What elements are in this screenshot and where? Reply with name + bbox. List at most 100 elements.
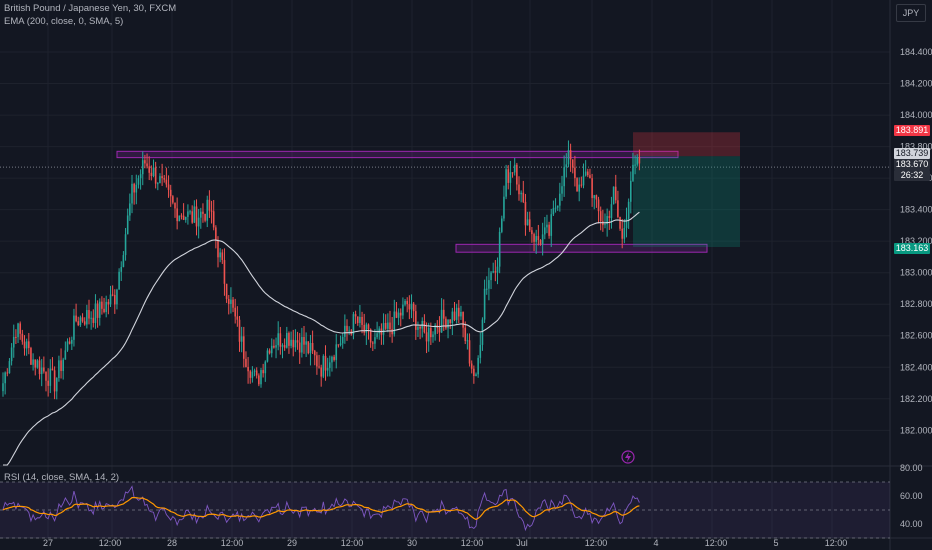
rsi-tick: 40.00 bbox=[900, 519, 923, 529]
candle bbox=[144, 154, 146, 169]
price-tick: 184.400 bbox=[900, 47, 932, 57]
candle bbox=[34, 359, 37, 376]
countdown-badge: 26:32 bbox=[894, 170, 930, 181]
candle bbox=[279, 326, 282, 355]
candle bbox=[129, 193, 131, 221]
support-zone[interactable] bbox=[455, 243, 708, 253]
candle bbox=[286, 326, 288, 349]
candle bbox=[621, 219, 623, 249]
candle bbox=[374, 329, 376, 350]
candle bbox=[593, 194, 596, 210]
time-axis[interactable]: 27 12:00 28 12:00 29 12:00 30 12:00 Jul 12:00 4 12:… bbox=[43, 538, 847, 548]
ema-line bbox=[3, 211, 640, 466]
candle bbox=[412, 301, 415, 322]
candle bbox=[187, 204, 189, 225]
lightning-icon[interactable] bbox=[621, 450, 635, 464]
candle bbox=[227, 294, 230, 315]
candle bbox=[195, 199, 198, 236]
candle bbox=[559, 182, 561, 212]
event-marker[interactable] bbox=[621, 450, 635, 464]
candle bbox=[341, 332, 344, 349]
position-tool[interactable] bbox=[633, 132, 740, 248]
candle bbox=[251, 366, 254, 383]
candle bbox=[266, 348, 269, 363]
candle bbox=[28, 333, 30, 355]
candle bbox=[449, 319, 451, 329]
candle bbox=[17, 322, 19, 343]
candle bbox=[240, 326, 243, 353]
time-tick: 27 bbox=[43, 538, 53, 548]
candle bbox=[296, 331, 299, 350]
candle bbox=[337, 344, 340, 348]
candle bbox=[255, 367, 258, 379]
candle bbox=[103, 297, 105, 314]
candle bbox=[541, 222, 544, 256]
candle bbox=[64, 341, 67, 360]
candle bbox=[316, 351, 318, 375]
candle bbox=[408, 295, 411, 320]
candle bbox=[277, 321, 279, 351]
zones-layer bbox=[0, 150, 890, 253]
candle bbox=[630, 171, 632, 214]
last-price-badge: 183.739 bbox=[894, 148, 930, 159]
candle bbox=[367, 323, 370, 340]
candle bbox=[627, 198, 630, 229]
candle bbox=[591, 173, 593, 207]
candle bbox=[574, 155, 576, 187]
candle bbox=[410, 294, 413, 319]
candle bbox=[94, 294, 97, 329]
candle bbox=[68, 337, 71, 345]
candle bbox=[434, 323, 436, 341]
candle bbox=[548, 221, 550, 239]
resistance-zone[interactable] bbox=[116, 150, 679, 159]
candle bbox=[193, 200, 196, 224]
candle bbox=[473, 365, 475, 384]
candle bbox=[380, 323, 383, 345]
price-tick: 182.600 bbox=[900, 331, 932, 341]
candle bbox=[75, 303, 77, 323]
candle bbox=[258, 373, 260, 387]
candle bbox=[234, 298, 236, 324]
currency-button[interactable]: JPY bbox=[896, 4, 926, 22]
candle bbox=[320, 364, 322, 387]
candle bbox=[165, 167, 168, 188]
candle bbox=[92, 309, 95, 328]
candle bbox=[169, 184, 172, 207]
candle bbox=[2, 372, 4, 397]
candle bbox=[23, 335, 26, 356]
candle bbox=[488, 267, 490, 301]
candle bbox=[292, 329, 295, 357]
candle bbox=[47, 368, 49, 397]
candle bbox=[51, 357, 54, 371]
candle bbox=[124, 227, 127, 261]
candle bbox=[479, 332, 482, 364]
candle bbox=[460, 305, 462, 320]
candle bbox=[66, 338, 69, 352]
candle bbox=[245, 351, 247, 368]
candle bbox=[427, 322, 430, 352]
take-profit-area[interactable] bbox=[633, 156, 740, 248]
price-axis[interactable]: 184.400184.200184.000183.800183.600183.4… bbox=[900, 47, 932, 529]
candle bbox=[552, 200, 555, 217]
price-tick: 182.000 bbox=[900, 425, 932, 435]
candle bbox=[105, 295, 107, 318]
candle bbox=[565, 153, 568, 178]
stop-loss-area[interactable] bbox=[633, 132, 740, 157]
candle bbox=[563, 155, 565, 197]
candle bbox=[518, 176, 520, 201]
price-tick: 184.000 bbox=[900, 110, 932, 120]
candle bbox=[421, 317, 424, 338]
candle bbox=[77, 316, 80, 327]
candle bbox=[10, 343, 13, 366]
candle bbox=[423, 314, 426, 334]
candle bbox=[305, 332, 307, 358]
candle bbox=[223, 248, 226, 296]
candle bbox=[509, 160, 512, 196]
rsi-legend: RSI (14, close, SMA, 14, 2) bbox=[4, 472, 120, 483]
candle bbox=[464, 321, 467, 345]
rsi-line bbox=[2, 485, 640, 532]
candle bbox=[148, 156, 150, 181]
candle bbox=[505, 164, 507, 200]
candle bbox=[180, 213, 183, 220]
